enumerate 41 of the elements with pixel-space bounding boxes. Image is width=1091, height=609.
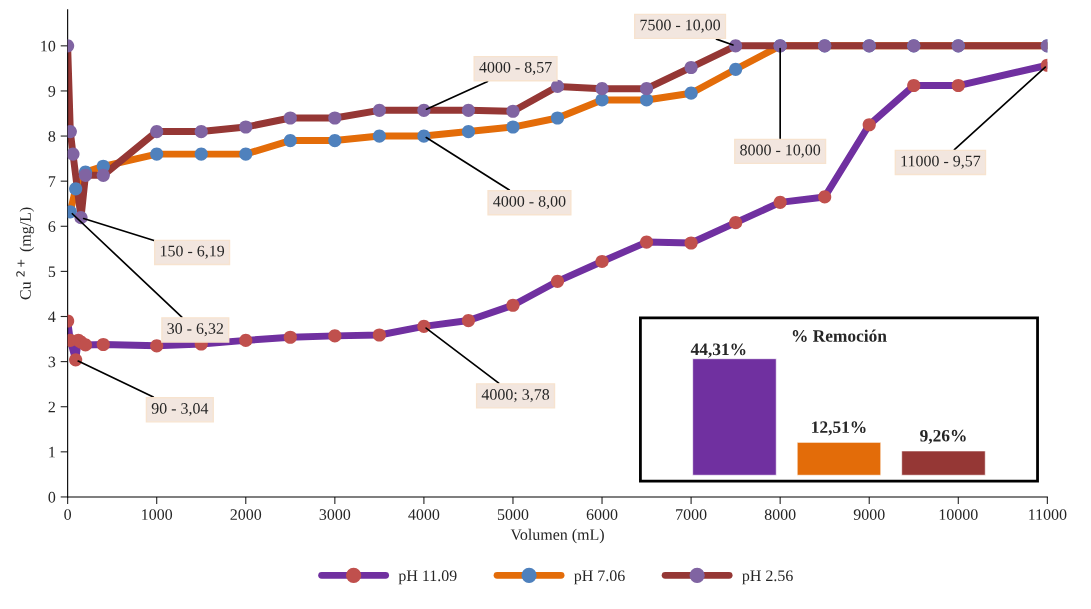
chart-title: % Remoción — [792, 329, 887, 342]
y-tick-label: 5 — [48, 266, 56, 278]
y-tick-label: 0 — [48, 491, 56, 503]
annotation: 30 - 6,32 — [167, 323, 224, 337]
annotation: 7500 - 10,00 — [640, 19, 721, 33]
data-label: 12,51% — [812, 421, 866, 436]
annotation: 4000 - 8,00 — [493, 195, 566, 210]
y-tick-label: 3 — [48, 356, 56, 368]
y-tick-label: 10 — [41, 40, 56, 52]
x-tick-label: 10000 — [939, 509, 978, 520]
y-tick-label: 7 — [48, 176, 56, 187]
x-tick-label: 5000 — [497, 509, 529, 520]
y-axis-title: Cu $^{2+}$ (mg/L) — [16, 207, 35, 300]
y-tick-label: 4 — [48, 311, 56, 323]
annotation: 150 - 6,19 — [160, 245, 225, 259]
annotation: 90 - 3,04 — [151, 403, 209, 417]
x-tick-label: 1000 — [142, 509, 173, 520]
legend-label: pH 2.56 — [742, 570, 793, 585]
legend-label: pH 11.09 — [398, 570, 457, 585]
annotation: 8000 - 10,00 — [740, 144, 821, 158]
y-tick-label: 2 — [48, 401, 55, 413]
annotation: 11000 - 9,57 — [901, 155, 981, 169]
y-tick-label: 8 — [48, 130, 56, 142]
data-label: 44,31% — [690, 343, 746, 358]
x-tick-label: 11000 — [1029, 509, 1067, 520]
x-tick-label: 6000 — [586, 509, 618, 520]
x-tick-label: 3000 — [319, 509, 351, 520]
annotation: 4000; 3,78 — [481, 389, 550, 403]
y-tick-label: 1 — [49, 446, 55, 458]
x-tick-label: 7000 — [676, 509, 707, 520]
x-tick-label: 0 — [64, 509, 72, 520]
y-tick-label: 9 — [48, 85, 56, 97]
x-tick-label: 9000 — [853, 509, 885, 520]
x-tick-label: 2000 — [230, 509, 262, 520]
y-tick-label: 6 — [48, 221, 56, 232]
annotation: 4000 - 8,57 — [479, 61, 552, 75]
x-axis-title: Volumen (mL) — [510, 528, 604, 544]
x-tick-label: 4000 — [408, 509, 440, 520]
data-label: 9,26% — [920, 429, 966, 445]
legend-label: pH 7.06 — [574, 570, 625, 585]
x-tick-label: 8000 — [764, 509, 796, 520]
